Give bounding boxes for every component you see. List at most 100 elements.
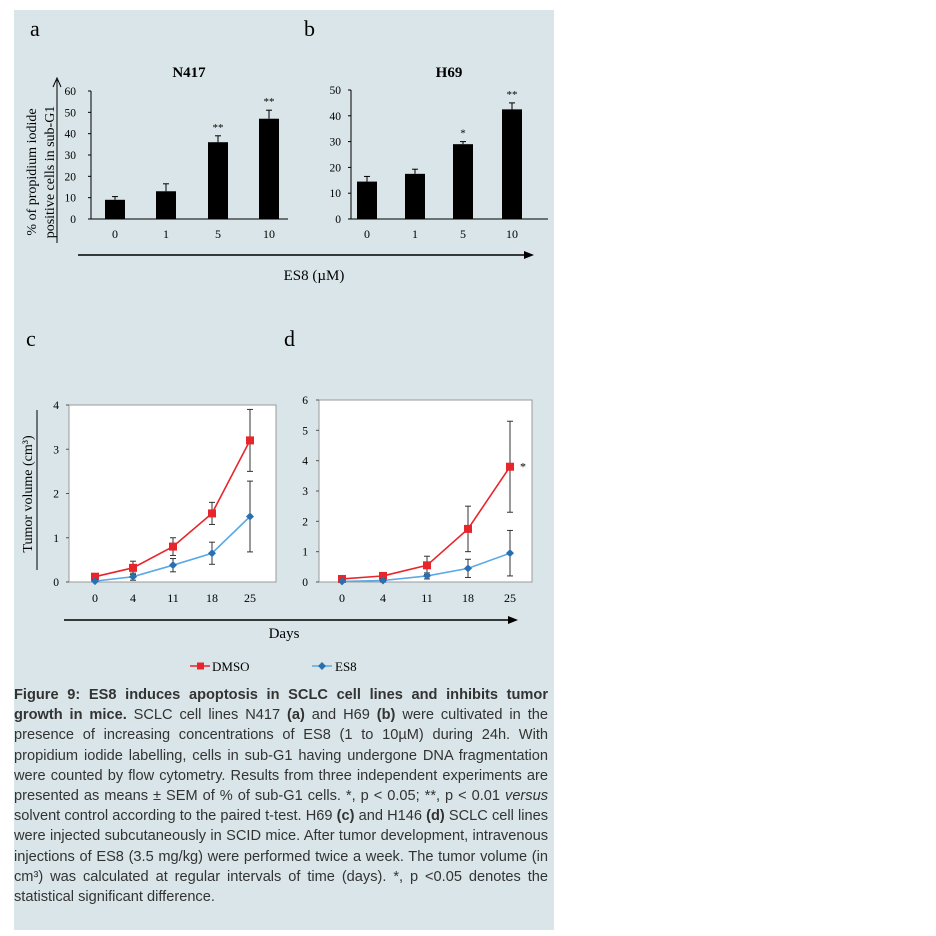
chart-d-significance: * <box>520 460 526 474</box>
chart-d-point-dmso <box>506 462 514 471</box>
chart-d-plot-area <box>318 399 533 583</box>
chart-c-point-es8 <box>208 549 216 558</box>
chart-d-ytick-label: 1 <box>302 547 308 559</box>
chart-d-ytick-label: 2 <box>302 516 308 528</box>
chart-d-point-es8 <box>506 549 514 558</box>
legend-dmso-label: DMSO <box>212 659 250 674</box>
chart-a-bar <box>259 118 279 219</box>
chart-a-significance: ** <box>264 96 275 108</box>
chart-b-ytick-label: 10 <box>330 188 342 200</box>
chart-a-ytick-label: 30 <box>65 150 77 162</box>
bottom-xaxis-arrowhead <box>508 616 518 624</box>
chart-a-xtick-label: 0 <box>112 227 118 241</box>
chart-c-ytick-label: 0 <box>53 577 59 589</box>
chart-c-ytick-label: 3 <box>53 444 59 456</box>
chart-a-bar <box>105 199 125 219</box>
chart-a-ytick-label: 50 <box>65 107 77 119</box>
chart-d-xtick-label: 0 <box>339 591 345 605</box>
chart-b-xtick-label: 0 <box>364 227 370 241</box>
chart-d-point-es8 <box>423 571 431 580</box>
bottom-xlabel: Days <box>269 626 300 642</box>
caption-title: Figure 9: ES8 induces apoptosis in SCLC … <box>14 687 548 724</box>
caption-versus: versus <box>505 788 548 805</box>
chart-b-xtick-label: 1 <box>412 227 418 241</box>
legend-es8-marker <box>318 662 326 670</box>
chart-b-xtick-label: 10 <box>506 227 518 241</box>
chart-c-point-dmso <box>129 563 137 572</box>
caption-text-1: SCLC cell lines N417 <box>126 707 288 724</box>
chart-b-bar <box>405 173 425 219</box>
panel-letter-d: d <box>284 326 295 351</box>
chart-b-ytick-label: 30 <box>330 137 342 149</box>
chart-a-title: N417 <box>172 65 206 81</box>
chart-c-ytick-label: 2 <box>53 489 59 501</box>
chart-d-point-es8 <box>464 564 472 573</box>
chart-a-ytick-label: 0 <box>70 214 76 226</box>
chart-c-ytick-label: 4 <box>53 400 59 412</box>
chart-c-xtick-label: 0 <box>92 591 98 605</box>
chart-b-xtick-label: 5 <box>460 227 466 241</box>
panel-letter-a: a <box>30 16 40 41</box>
chart-d-ytick-label: 3 <box>302 486 308 498</box>
chart-a-ytick-label: 10 <box>65 193 77 205</box>
caption-ref-a: (a) <box>287 707 305 724</box>
chart-c-point-dmso <box>246 436 254 445</box>
chart-c-xtick-label: 11 <box>167 591 179 605</box>
chart-b-significance: * <box>460 128 466 140</box>
chart-c-xtick-label: 18 <box>206 591 218 605</box>
chart-a-xtick-label: 1 <box>163 227 169 241</box>
caption-ref-c: (c) <box>336 808 355 825</box>
caption-text-5: and H146 <box>354 808 427 825</box>
chart-b-ytick-label: 20 <box>330 162 342 174</box>
caption-ref-b: (b) <box>376 707 396 724</box>
chart-d-ytick-label: 4 <box>302 456 308 468</box>
chart-c-point-es8 <box>129 572 137 581</box>
caption-text-3: were cultivated in the presence of incre… <box>14 707 548 805</box>
chart-a-bar <box>156 191 176 219</box>
chart-d-point-es8 <box>379 576 387 585</box>
chart-d-point-dmso <box>423 561 431 570</box>
chart-b-bar <box>453 144 473 219</box>
legend-es8-label: ES8 <box>335 659 357 674</box>
chart-b-ytick-label: 50 <box>330 85 342 97</box>
figure-caption: Figure 9: ES8 induces apoptosis in SCLC … <box>14 676 554 930</box>
chart-c-point-es8 <box>169 561 177 570</box>
chart-b-bar <box>357 181 377 219</box>
chart-a-ytick-label: 20 <box>65 171 77 183</box>
caption-text-2: and H69 <box>304 707 377 724</box>
chart-d-ytick-label: 6 <box>302 395 308 407</box>
figure-svg: a b c d % of propidium iodide positive c… <box>21 16 548 674</box>
chart-c-point-dmso <box>169 542 177 551</box>
chart-c-xtick-label: 4 <box>130 591 136 605</box>
chart-b-ytick-label: 40 <box>330 111 342 123</box>
top-xaxis-arrowhead <box>524 251 534 259</box>
chart-a-ytick-label: 60 <box>65 86 77 98</box>
bottom-ylabel: Tumor volume (cm³) <box>21 435 36 553</box>
top-ylabel-line2: positive cells in sub-G1 <box>43 106 58 239</box>
chart-d-point-es8 <box>338 577 346 586</box>
chart-a-xtick-label: 10 <box>263 227 275 241</box>
chart-a-bar <box>208 142 228 219</box>
top-ylabel-line1: % of propidium iodide <box>25 108 40 235</box>
chart-a-xtick-label: 5 <box>215 227 221 241</box>
chart-c-point-dmso <box>208 509 216 518</box>
chart-b-title: H69 <box>436 65 463 81</box>
legend-dmso-marker <box>197 662 204 670</box>
chart-a-ytick-label: 40 <box>65 129 77 141</box>
caption-text-4: solvent control according to the paired … <box>14 808 337 825</box>
chart-c-xtick-label: 25 <box>244 591 256 605</box>
chart-c-point-es8 <box>91 577 99 586</box>
chart-d-xtick-label: 18 <box>462 591 474 605</box>
figure-panel: a b c d % of propidium iodide positive c… <box>14 10 554 676</box>
chart-d-xtick-label: 4 <box>380 591 386 605</box>
chart-c-ytick-label: 1 <box>53 533 59 545</box>
chart-a-significance: ** <box>213 122 224 134</box>
chart-c-point-dmso <box>91 572 99 581</box>
panel-letter-b: b <box>304 16 315 41</box>
chart-b-ytick-label: 0 <box>335 214 341 226</box>
chart-d-xtick-label: 11 <box>421 591 433 605</box>
top-ylabel-arrowhead <box>52 76 62 88</box>
chart-d-ytick-label: 0 <box>302 577 308 589</box>
chart-d-ytick-label: 5 <box>302 425 308 437</box>
caption-text-6: SCLC cell lines were injected subcutaneo… <box>14 808 549 906</box>
